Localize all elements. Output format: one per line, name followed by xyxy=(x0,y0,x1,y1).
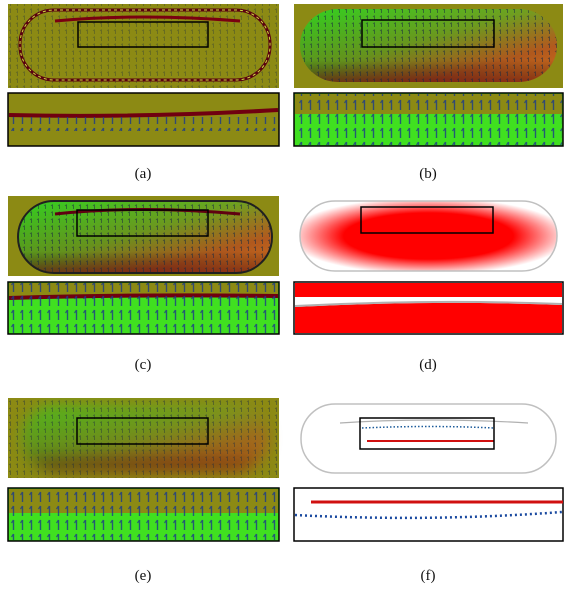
panel-label: (f) xyxy=(421,568,436,584)
panel-b: (b) xyxy=(294,4,563,182)
page: (a) (b) (c) (d) xyxy=(0,0,568,590)
panel-label: (e) xyxy=(135,568,152,584)
panel-label: (a) xyxy=(135,166,152,182)
figure: (a) (b) (c) (d) xyxy=(0,0,568,590)
panel-f: (f) xyxy=(294,398,563,584)
panel-label: (b) xyxy=(419,166,437,182)
panel-e: (e) xyxy=(8,398,279,584)
panel-d: (d) xyxy=(294,196,563,373)
panel-label: (c) xyxy=(135,357,152,373)
panel-a: (a) xyxy=(8,4,279,182)
panel-label: (d) xyxy=(419,357,437,373)
panel-c: (c) xyxy=(8,196,279,373)
